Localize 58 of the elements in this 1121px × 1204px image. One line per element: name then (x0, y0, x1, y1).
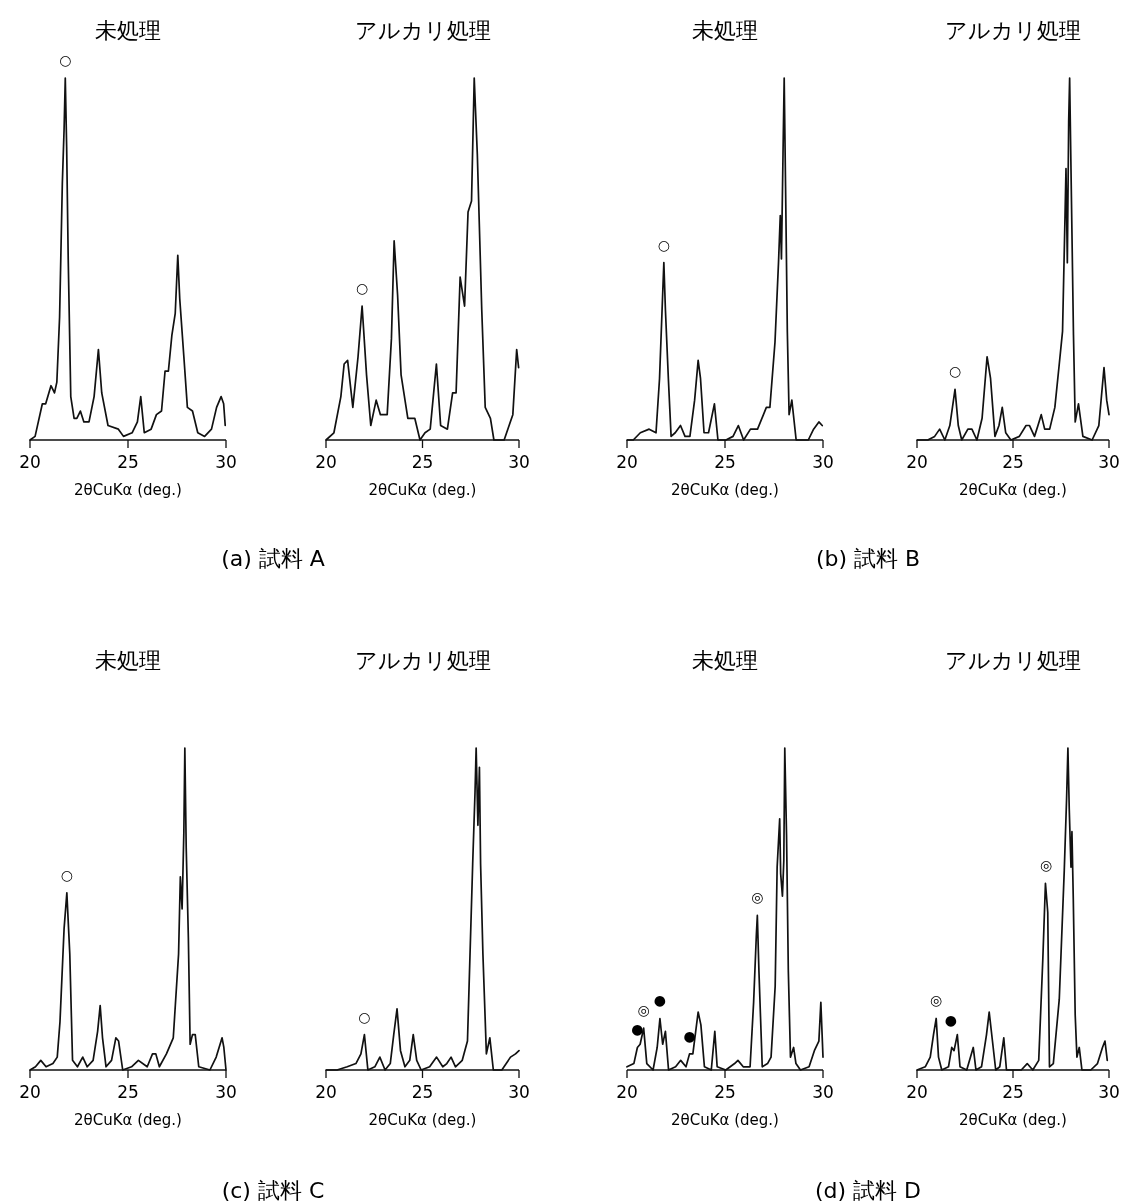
x-tick-label: 25 (714, 452, 736, 472)
text: (d) 試料 D (814, 1178, 922, 1203)
text: (c) 試料 C (221, 1178, 325, 1203)
chart-title: 未処理 (95, 648, 161, 673)
x-tick-label: 20 (315, 452, 337, 472)
annotation: ○ (355, 280, 369, 297)
chart-title: 未処理 (95, 18, 161, 43)
annotation: ○ (657, 236, 670, 253)
annotation: ● (683, 1027, 696, 1044)
x-tick-label: 20 (616, 1082, 638, 1102)
annotation: ◎ (637, 1002, 650, 1019)
chart-title: アルカリ処理 (945, 648, 1081, 673)
x-axis-title: 2θCuKα (deg.) (671, 481, 779, 499)
x-tick-label: 20 (906, 1082, 928, 1102)
chart-title: 未処理 (692, 18, 758, 43)
chart-title: アルカリ処理 (945, 18, 1081, 43)
x-axis-title: 2θCuKα (deg.) (959, 481, 1067, 499)
x-axis-title: 2θCuKα (deg.) (74, 1111, 182, 1129)
x-tick-label: 20 (906, 452, 928, 472)
text: (b) 試料 B (815, 546, 921, 571)
x-axis-title: 2θCuKα (deg.) (671, 1111, 779, 1129)
annotation: ● (653, 992, 667, 1009)
x-tick-label: 20 (315, 1082, 337, 1102)
x-tick-label: 30 (215, 452, 237, 472)
x-axis-title: 2θCuKα (deg.) (368, 481, 477, 499)
x-tick-label: 30 (215, 1082, 237, 1102)
annotation: ○ (60, 866, 73, 883)
annotation: ● (631, 1021, 644, 1038)
x-tick-label: 25 (117, 452, 139, 472)
x-axis-title: 2θCuKα (deg.) (959, 1111, 1067, 1129)
chart-title: アルカリ処理 (354, 18, 491, 43)
x-tick-label: 30 (508, 1082, 530, 1102)
annotation: ○ (358, 1008, 371, 1025)
x-tick-label: 25 (117, 1082, 139, 1102)
annotation: ◎ (930, 992, 943, 1009)
x-tick-label: 25 (411, 452, 434, 472)
x-tick-label: 25 (1002, 452, 1024, 472)
x-tick-label: 25 (411, 1082, 434, 1102)
annotation: ○ (59, 52, 72, 68)
x-tick-label: 30 (508, 452, 530, 472)
x-tick-label: 20 (19, 1082, 41, 1102)
annotation: ◎ (751, 889, 764, 906)
annotation: ○ (948, 363, 962, 380)
x-tick-label: 25 (714, 1082, 736, 1102)
x-tick-label: 25 (1002, 1082, 1024, 1102)
chart-title: 未処理 (692, 648, 758, 673)
x-tick-label: 30 (812, 452, 834, 472)
annotation: ◎ (1039, 857, 1053, 874)
x-tick-label: 20 (19, 452, 41, 472)
x-tick-label: 30 (1098, 452, 1120, 472)
chart-title: アルカリ処理 (354, 648, 491, 673)
text: (a) 試料 A (221, 546, 325, 571)
x-tick-label: 30 (812, 1082, 834, 1102)
x-tick-label: 30 (1098, 1082, 1120, 1102)
x-axis-title: 2θCuKα (deg.) (368, 1111, 477, 1129)
x-axis-title: 2θCuKα (deg.) (74, 481, 182, 499)
annotation: ● (944, 1011, 957, 1028)
x-tick-label: 20 (616, 452, 638, 472)
